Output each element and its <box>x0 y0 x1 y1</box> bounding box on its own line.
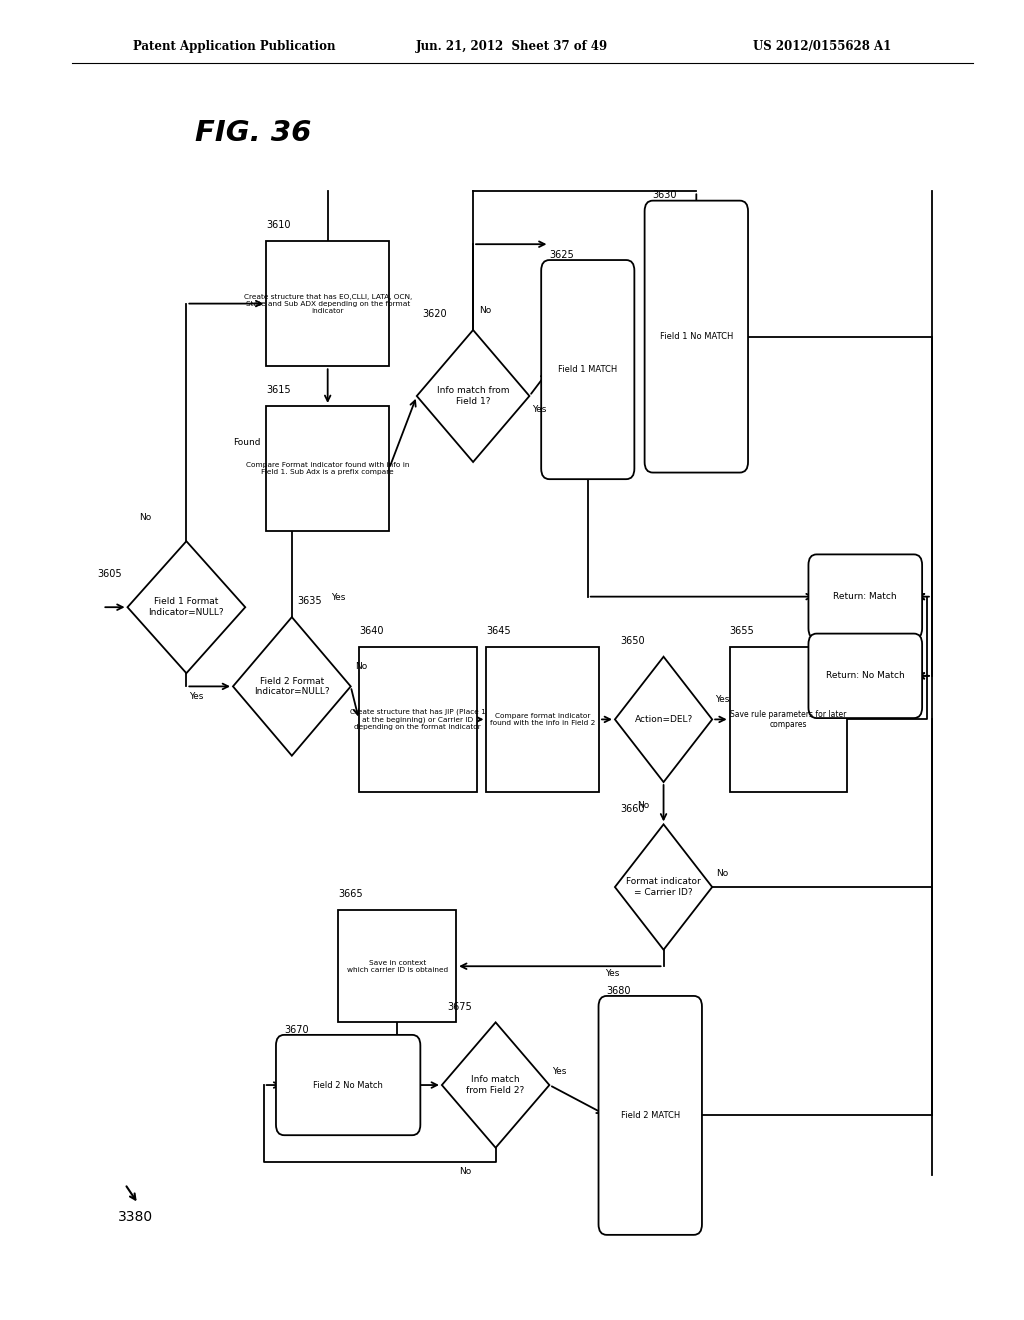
Bar <box>338 911 457 1022</box>
Polygon shape <box>417 330 529 462</box>
Polygon shape <box>614 824 713 950</box>
Text: Info match
from Field 2?: Info match from Field 2? <box>467 1076 524 1094</box>
Text: US 2012/0155628 A1: US 2012/0155628 A1 <box>753 40 891 53</box>
Bar <box>266 407 389 531</box>
Text: Format indicator
= Carrier ID?: Format indicator = Carrier ID? <box>627 878 700 896</box>
FancyBboxPatch shape <box>276 1035 421 1135</box>
Text: Field 1 MATCH: Field 1 MATCH <box>558 366 617 374</box>
Text: No: No <box>139 513 152 521</box>
Polygon shape <box>127 541 246 673</box>
Text: 3665: 3665 <box>338 890 364 899</box>
Text: Field 1 No MATCH: Field 1 No MATCH <box>659 333 733 341</box>
Text: 3630: 3630 <box>653 190 677 201</box>
Text: Info match from
Field 1?: Info match from Field 1? <box>437 387 509 405</box>
Text: Yes: Yes <box>532 405 547 413</box>
Text: Return: Match: Return: Match <box>834 593 897 601</box>
Text: 3680: 3680 <box>606 986 631 995</box>
Text: No: No <box>355 663 367 671</box>
FancyBboxPatch shape <box>809 634 922 718</box>
Text: 3620: 3620 <box>422 309 446 319</box>
Text: 3635: 3635 <box>297 597 322 606</box>
Bar <box>486 647 599 792</box>
FancyBboxPatch shape <box>541 260 634 479</box>
Polygon shape <box>614 656 713 781</box>
Text: Found: Found <box>233 438 261 446</box>
Text: 3615: 3615 <box>266 385 291 395</box>
Polygon shape <box>232 618 350 755</box>
Text: Yes: Yes <box>331 593 345 602</box>
Text: 3670: 3670 <box>285 1024 309 1035</box>
Text: Save rule parameters for later
compares: Save rule parameters for later compares <box>730 710 847 729</box>
Text: FIG. 36: FIG. 36 <box>195 119 311 147</box>
Text: 3645: 3645 <box>486 626 511 636</box>
Bar <box>358 647 476 792</box>
Text: Patent Application Publication: Patent Application Publication <box>133 40 336 53</box>
Text: Return: No Match: Return: No Match <box>826 672 904 680</box>
Text: Create structure that has JIP (Place 1
at the beginning) or Carrier ID
depending: Create structure that has JIP (Place 1 a… <box>350 709 485 730</box>
Text: Compare format indicator
found with the info in Field 2: Compare format indicator found with the … <box>490 713 595 726</box>
Text: 3605: 3605 <box>97 569 123 579</box>
Text: 3660: 3660 <box>621 804 644 813</box>
Text: 3650: 3650 <box>621 636 645 645</box>
Bar <box>266 242 389 366</box>
Text: 3625: 3625 <box>549 249 574 260</box>
Text: Field 2 No Match: Field 2 No Match <box>313 1081 383 1089</box>
Text: No: No <box>459 1167 471 1176</box>
Bar <box>729 647 848 792</box>
Text: Save in context
which carrier ID is obtained: Save in context which carrier ID is obta… <box>347 960 447 973</box>
Text: Action=DEL?: Action=DEL? <box>635 715 692 723</box>
Text: Compare Format indicator found with info in
Field 1. Sub Adx is a prefix compare: Compare Format indicator found with info… <box>246 462 410 475</box>
FancyBboxPatch shape <box>645 201 748 473</box>
Text: 3380: 3380 <box>118 1210 153 1224</box>
Text: Yes: Yes <box>189 693 204 701</box>
Text: Field 2 Format
Indicator=NULL?: Field 2 Format Indicator=NULL? <box>254 677 330 696</box>
Text: Yes: Yes <box>605 969 620 978</box>
Text: Field 2 MATCH: Field 2 MATCH <box>621 1111 680 1119</box>
Text: No: No <box>637 801 649 810</box>
FancyBboxPatch shape <box>809 554 922 639</box>
Text: Yes: Yes <box>552 1068 567 1076</box>
Text: 3610: 3610 <box>266 220 291 230</box>
Text: 3655: 3655 <box>729 626 755 636</box>
Text: Create structure that has EO,CLLI, LATA, OCN,
State and Sub ADX depending on the: Create structure that has EO,CLLI, LATA,… <box>244 293 412 314</box>
Text: Field 1 Format
Indicator=NULL?: Field 1 Format Indicator=NULL? <box>148 598 224 616</box>
Text: Jun. 21, 2012  Sheet 37 of 49: Jun. 21, 2012 Sheet 37 of 49 <box>416 40 608 53</box>
Text: Yes: Yes <box>715 696 730 704</box>
Polygon shape <box>442 1022 549 1147</box>
Text: 3675: 3675 <box>446 1002 472 1011</box>
FancyBboxPatch shape <box>598 995 702 1236</box>
Text: No: No <box>717 870 728 878</box>
Text: No: No <box>479 306 492 314</box>
Text: 3640: 3640 <box>358 626 383 636</box>
